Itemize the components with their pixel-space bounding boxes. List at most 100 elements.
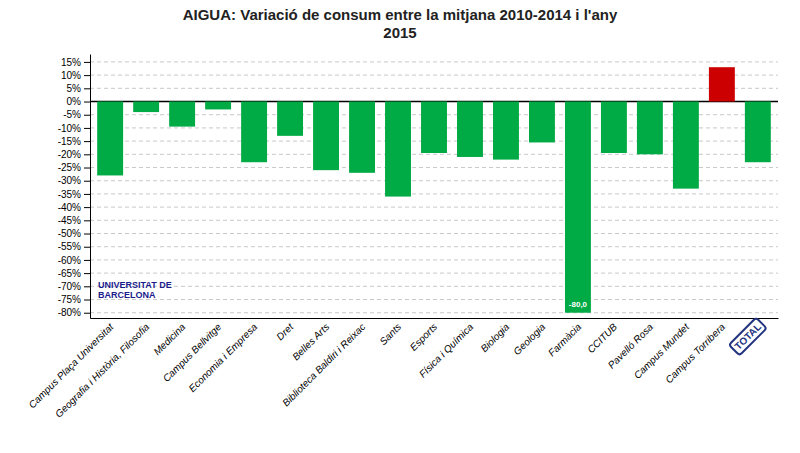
y-tick-mark <box>84 88 90 89</box>
y-tick-label: 15% <box>61 57 81 68</box>
y-tick-mark <box>84 128 90 129</box>
bar <box>349 102 375 173</box>
bar <box>529 102 555 143</box>
bar <box>277 102 303 136</box>
y-tick-mark <box>84 181 90 182</box>
x-tick-label: Sants <box>377 321 403 347</box>
y-tick-label: -20% <box>58 149 81 160</box>
y-tick: -20% <box>58 149 90 160</box>
y-tick-label: 10% <box>61 70 81 81</box>
x-tick: Medicina <box>151 321 187 357</box>
y-tick-mark <box>84 247 90 248</box>
y-tick: -80% <box>58 307 90 318</box>
x-tick: Campus Bellvitge <box>161 321 224 384</box>
x-tick: Geologia <box>511 321 547 357</box>
bar <box>457 102 483 157</box>
bar <box>169 102 195 127</box>
y-tick: 0% <box>67 96 90 107</box>
grid-line <box>90 233 778 234</box>
plot: -80% -75% -70% -65% -60% -55% -50% -45% -40% -35%… <box>26 55 778 420</box>
x-tick: Biologia <box>478 321 511 354</box>
x-tick: Farmàcia <box>546 321 584 359</box>
y-tick-label: -40% <box>58 202 81 213</box>
y-tick-mark <box>84 286 90 287</box>
y-tick: -45% <box>58 215 90 226</box>
x-tick: Economia i Empresa <box>186 321 259 394</box>
x-tick-label: Geologia <box>511 321 547 357</box>
grid-line <box>90 299 778 300</box>
y-tick-label: -30% <box>58 175 81 186</box>
x-tick-label: Biblioteca Baldiri i Reixac <box>280 321 367 408</box>
y-tick: -30% <box>58 175 90 186</box>
y-tick-mark <box>84 234 90 235</box>
title-line: AIGUA: Variació de consum entre la mitja… <box>183 6 618 23</box>
x-tick-label: Campus Bellvitge <box>161 321 224 384</box>
y-tick-label: -35% <box>58 189 81 200</box>
y-tick: -65% <box>58 268 90 279</box>
x-tick-label: Medicina <box>151 321 187 357</box>
x-tick-label: Esports <box>408 321 440 353</box>
x-tick-label: CCITUB <box>585 321 619 355</box>
title-line: 2015 <box>383 24 416 41</box>
grid <box>90 62 778 313</box>
bar <box>745 102 771 163</box>
annotation-line: BARCELONA <box>98 290 156 300</box>
x-tick: Biblioteca Baldiri i Reixac <box>280 321 367 408</box>
grid-line <box>90 246 778 247</box>
bar <box>133 102 159 113</box>
y-tick-label: -10% <box>58 123 81 134</box>
y-tick: -10% <box>58 123 90 134</box>
y-tick-mark <box>84 207 90 208</box>
x-tick-label: Farmàcia <box>546 321 584 359</box>
y-tick-label: -45% <box>58 215 81 226</box>
y-tick-mark <box>84 273 90 274</box>
y-tick: -25% <box>58 162 90 173</box>
x-tick-label: Geografia i Història, Filosofia <box>53 321 152 420</box>
y-tick-label: -60% <box>58 255 81 266</box>
y-tick-mark <box>84 313 90 314</box>
x-tick-label: Dret <box>274 320 296 342</box>
y-tick: -75% <box>58 294 90 305</box>
bar <box>205 102 231 110</box>
chart: AIGUA: Variació de consum entre la mitja… <box>0 0 800 453</box>
y-tick: 15% <box>61 57 90 68</box>
bar <box>313 102 339 171</box>
y-tick-label: -80% <box>58 307 81 318</box>
y-tick-label: -75% <box>58 294 81 305</box>
y-tick-mark <box>84 75 90 76</box>
bar <box>637 102 663 155</box>
bar <box>385 102 411 197</box>
y-tick: -50% <box>58 228 90 239</box>
bar <box>601 102 627 153</box>
annotation: UNIVERSITAT DEBARCELONA <box>98 280 172 300</box>
grid-line <box>90 61 778 62</box>
value-label: -80,0 <box>569 300 588 309</box>
bar <box>493 102 519 160</box>
y-tick-label: 5% <box>67 83 82 94</box>
y-tick: 10% <box>61 70 90 81</box>
x-tick-label: Biologia <box>478 321 511 354</box>
x-tick: Sants <box>377 321 403 347</box>
total-box <box>729 318 767 356</box>
y-tick-label: -65% <box>58 268 81 279</box>
x-axis: Campus Plaça UniversitatGeografia i Hist… <box>26 318 778 420</box>
y-tick-mark <box>84 194 90 195</box>
x-axis-line <box>91 318 779 319</box>
title: AIGUA: Variació de consum entre la mitja… <box>183 6 618 41</box>
y-tick: -15% <box>58 136 90 147</box>
bar <box>241 102 267 163</box>
y-tick: -60% <box>58 255 90 266</box>
y-axis: -80% -75% -70% -65% -60% -55% -50% -45% -40% -35%… <box>58 55 91 319</box>
bar <box>97 102 123 176</box>
grid-line <box>90 312 778 313</box>
y-tick: -35% <box>58 189 90 200</box>
y-tick: -70% <box>58 281 90 292</box>
annotation-line: UNIVERSITAT DE <box>98 280 172 290</box>
y-tick-mark <box>84 62 90 63</box>
grid-line <box>90 88 778 89</box>
bar <box>673 102 699 189</box>
y-tick-mark <box>84 220 90 221</box>
y-tick: -55% <box>58 241 90 252</box>
bar <box>421 102 447 153</box>
grid-line <box>90 220 778 221</box>
